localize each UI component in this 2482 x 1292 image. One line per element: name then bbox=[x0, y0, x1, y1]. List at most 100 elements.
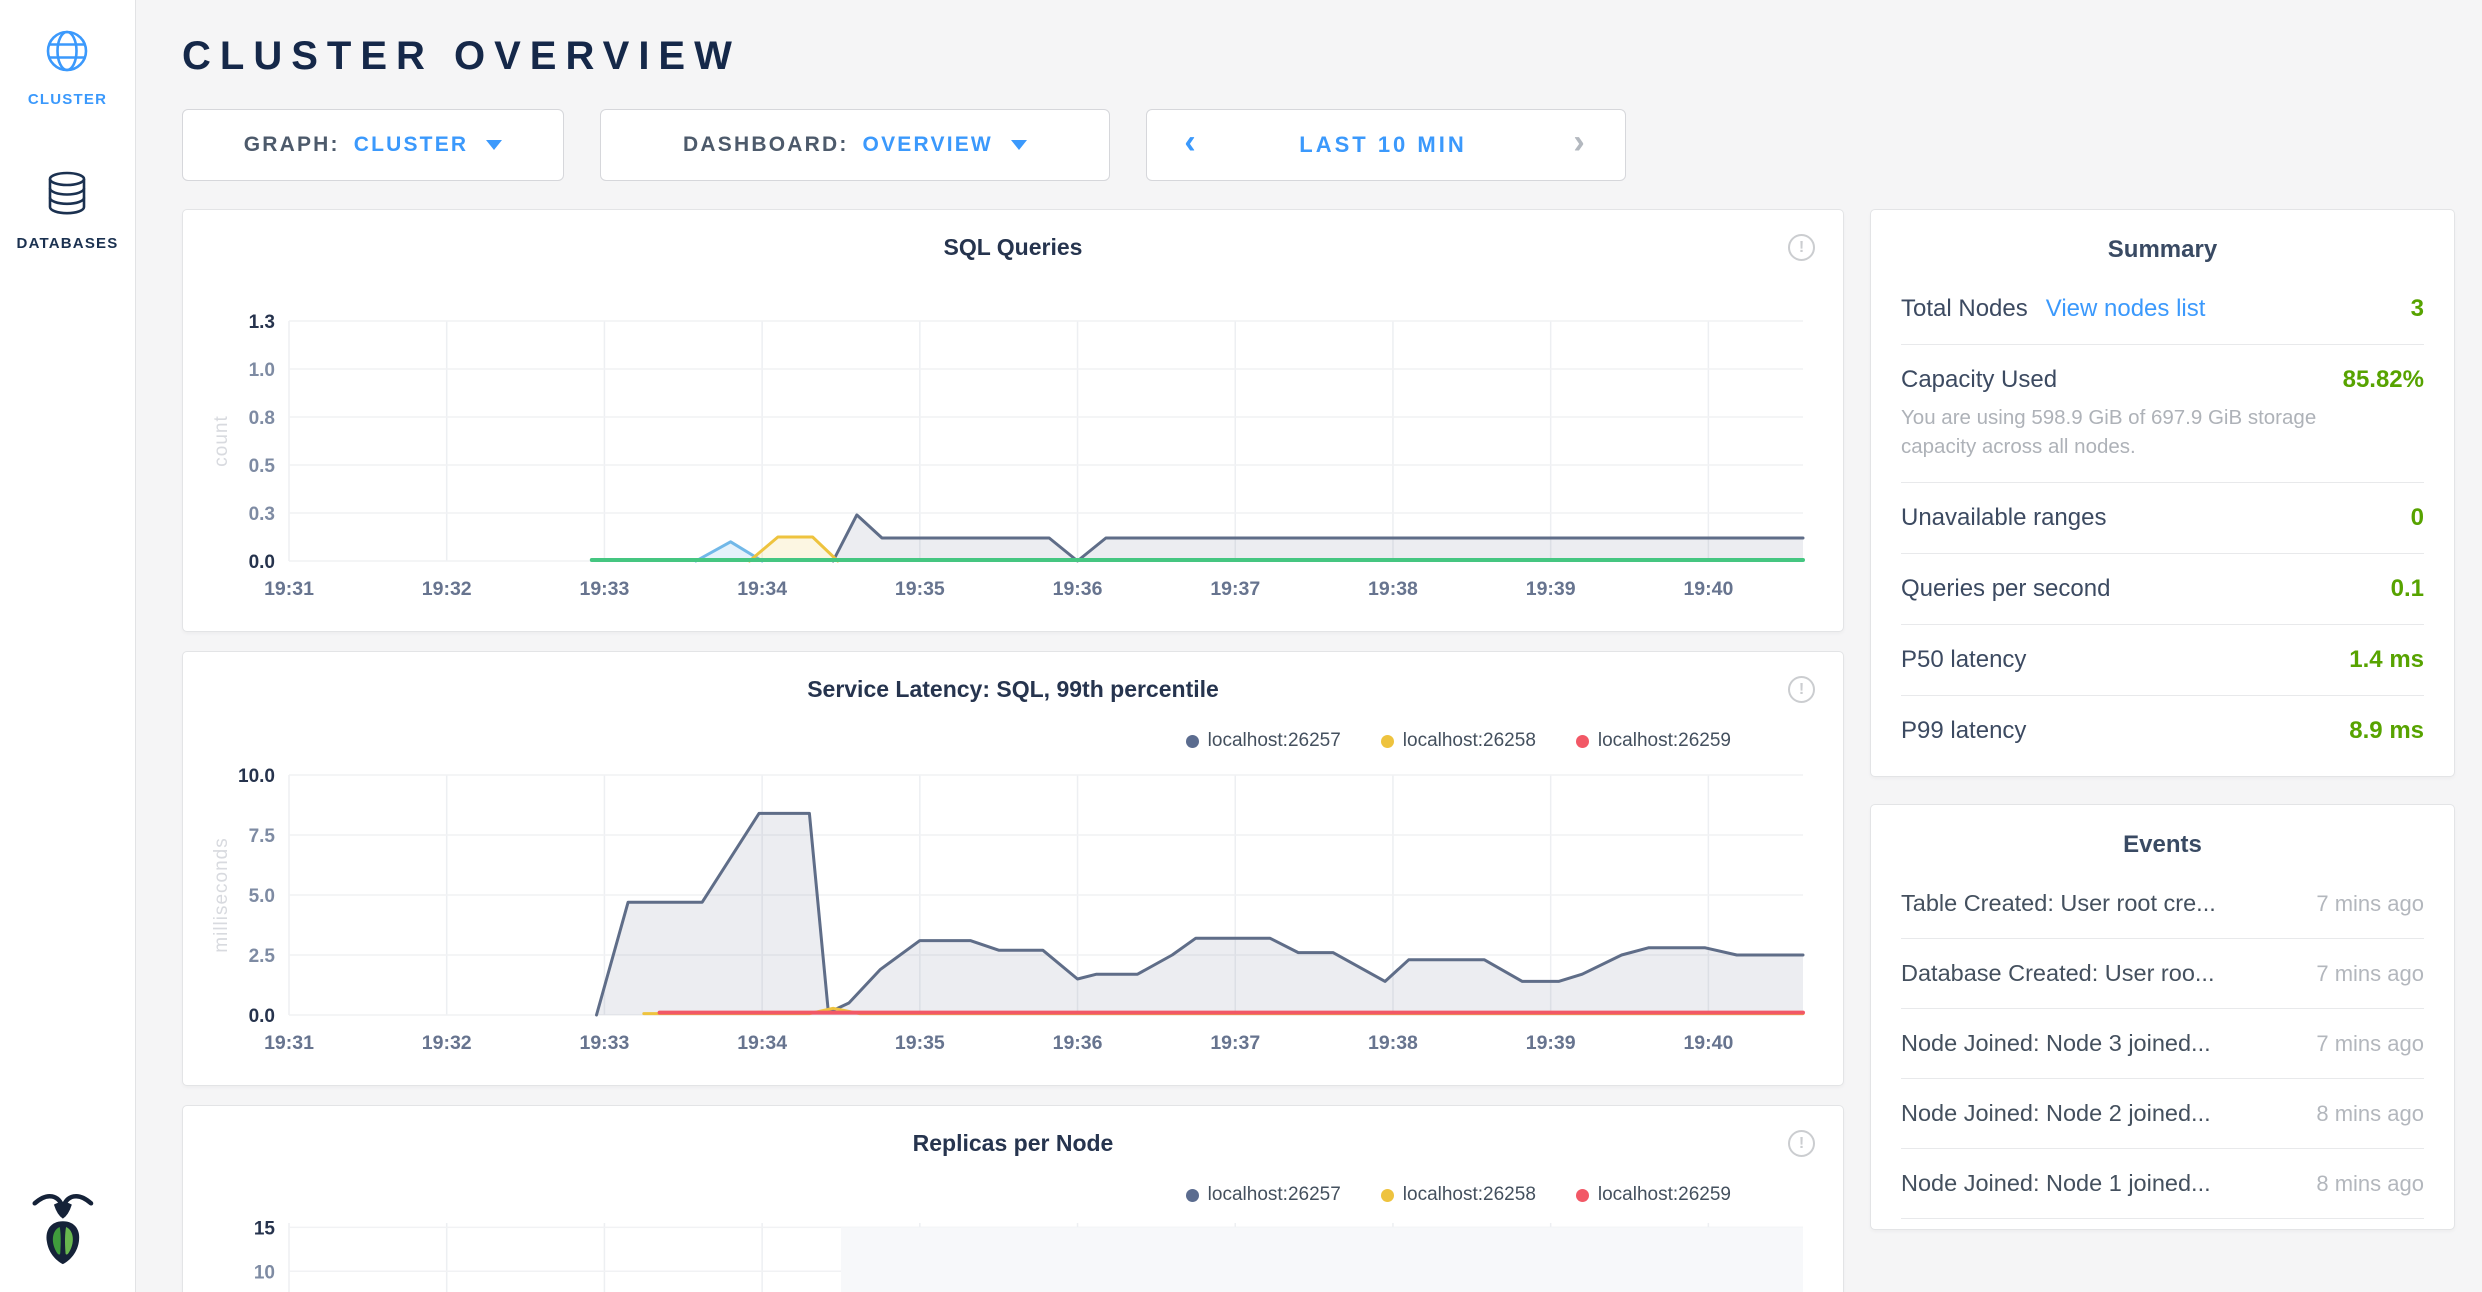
legend-item: localhost:26259 bbox=[1576, 1184, 1731, 1206]
legend-dot-icon bbox=[1381, 1189, 1394, 1202]
svg-text:1.0: 1.0 bbox=[249, 360, 275, 381]
legend-item: localhost:26258 bbox=[1381, 1184, 1536, 1206]
time-range-button[interactable]: LAST 10 MIN bbox=[1233, 110, 1533, 180]
svg-text:2.5: 2.5 bbox=[249, 946, 276, 967]
summary-row-value: 85.82% bbox=[2343, 366, 2424, 394]
sidebar-item-label: CLUSTER bbox=[28, 91, 107, 108]
svg-text:19:38: 19:38 bbox=[1368, 578, 1418, 600]
service-latency-chart[interactable]: 0.02.55.07.510.019:3119:3219:3319:3419:3… bbox=[211, 765, 1816, 1065]
svg-text:count: count bbox=[211, 415, 232, 466]
svg-text:7.5: 7.5 bbox=[249, 826, 276, 847]
svg-text:5.0: 5.0 bbox=[249, 886, 275, 907]
view-nodes-link[interactable]: View nodes list bbox=[2046, 295, 2206, 323]
svg-text:19:34: 19:34 bbox=[737, 578, 787, 600]
svg-text:1.3: 1.3 bbox=[249, 312, 275, 333]
svg-text:19:39: 19:39 bbox=[1526, 578, 1576, 600]
svg-text:19:31: 19:31 bbox=[264, 1032, 314, 1054]
chart-legend: localhost:26257 localhost:26258 localhos… bbox=[211, 729, 1731, 753]
legend-dot-icon bbox=[1186, 1189, 1199, 1202]
event-text: Node Joined: Node 1 joined... bbox=[1901, 1170, 2211, 1197]
summary-row-label: Unavailable ranges bbox=[1901, 504, 2106, 532]
info-icon[interactable]: ! bbox=[1788, 676, 1815, 703]
svg-text:19:33: 19:33 bbox=[579, 578, 629, 600]
svg-text:10.0: 10.0 bbox=[238, 766, 275, 787]
svg-text:19:35: 19:35 bbox=[895, 578, 945, 600]
chart-title: SQL Queries bbox=[211, 234, 1815, 261]
legend-item: localhost:26257 bbox=[1186, 1184, 1341, 1206]
chart-title: Service Latency: SQL, 99th percentile bbox=[211, 676, 1815, 703]
summary-row: Capacity Used 85.82% You are using 598.9… bbox=[1901, 345, 2424, 483]
chart-legend: localhost:26257 localhost:26258 localhos… bbox=[211, 1183, 1731, 1207]
event-row: Node Joined: Node 2 joined... 8 mins ago bbox=[1901, 1079, 2424, 1149]
summary-row: Unavailable ranges 0 bbox=[1901, 483, 2424, 554]
legend-dot-icon bbox=[1381, 735, 1394, 748]
summary-row-value: 0 bbox=[2411, 504, 2424, 532]
summary-row-label: Capacity Used bbox=[1901, 366, 2057, 394]
service-latency-chart-card: Service Latency: SQL, 99th percentile ! … bbox=[182, 651, 1844, 1086]
svg-text:19:39: 19:39 bbox=[1526, 1032, 1576, 1054]
legend-dot-icon bbox=[1576, 735, 1589, 748]
svg-text:milliseconds: milliseconds bbox=[211, 837, 232, 952]
database-icon bbox=[44, 170, 90, 223]
graph-dropdown[interactable]: GRAPH: CLUSTER bbox=[182, 109, 564, 181]
summary-row-label: P50 latency bbox=[1901, 646, 2026, 674]
event-row: Database Created: User roo... 7 mins ago bbox=[1901, 939, 2424, 1009]
event-time: 7 mins ago bbox=[2296, 961, 2424, 987]
time-prev-button[interactable]: ‹ bbox=[1147, 110, 1233, 180]
info-icon[interactable]: ! bbox=[1788, 234, 1815, 261]
sql-queries-chart[interactable]: 0.00.30.50.81.01.319:3119:3219:3319:3419… bbox=[211, 311, 1816, 611]
sidebar-item-databases[interactable]: DATABASES bbox=[17, 170, 119, 252]
chevron-down-icon bbox=[1011, 140, 1027, 150]
event-time: 8 mins ago bbox=[2296, 1101, 2424, 1127]
svg-text:19:32: 19:32 bbox=[422, 1032, 472, 1054]
svg-text:0.0: 0.0 bbox=[249, 552, 275, 573]
svg-text:19:36: 19:36 bbox=[1053, 1032, 1103, 1054]
event-time: 8 mins ago bbox=[2296, 1171, 2424, 1197]
events-title: Events bbox=[1901, 831, 2424, 859]
sql-queries-chart-card: SQL Queries ! 0.00.30.50.81.01.319:3119:… bbox=[182, 209, 1844, 632]
time-next-button[interactable]: › bbox=[1533, 110, 1625, 180]
side-column: Summary Total Nodes View nodes list 3 bbox=[1870, 209, 2455, 1230]
summary-row: Total Nodes View nodes list 3 bbox=[1901, 274, 2424, 345]
event-row: Node Joined: Node 1 joined... 8 mins ago bbox=[1901, 1149, 2424, 1219]
svg-text:19:38: 19:38 bbox=[1368, 1032, 1418, 1054]
chart-title: Replicas per Node bbox=[211, 1130, 1815, 1157]
replicas-per-node-chart[interactable]: 05101519:3119:3219:3319:3419:3519:3619:3… bbox=[211, 1219, 1816, 1292]
svg-text:0.3: 0.3 bbox=[249, 504, 275, 525]
svg-text:19:35: 19:35 bbox=[895, 1032, 945, 1054]
sidebar-item-cluster[interactable]: CLUSTER bbox=[28, 28, 107, 108]
summary-card: Summary Total Nodes View nodes list 3 bbox=[1870, 209, 2455, 777]
charts-column: SQL Queries ! 0.0 0.3 0.5 0.8 1.0 1.3 19:31 19:… bbox=[182, 209, 1844, 1292]
event-text: Table Created: User root cre... bbox=[1901, 890, 2216, 917]
summary-row-value: 1.4 ms bbox=[2349, 646, 2424, 674]
graph-dropdown-value: CLUSTER bbox=[354, 133, 469, 157]
svg-text:0.8: 0.8 bbox=[249, 408, 275, 429]
svg-text:19:37: 19:37 bbox=[1210, 578, 1260, 600]
svg-text:10: 10 bbox=[254, 1262, 275, 1283]
cockroachdb-logo-icon bbox=[30, 1181, 94, 1278]
dashboard-dropdown[interactable]: DASHBOARD: OVERVIEW bbox=[600, 109, 1110, 181]
event-row: Node Joined: Node 3 joined... 7 mins ago bbox=[1901, 1009, 2424, 1079]
legend-dot-icon bbox=[1576, 1189, 1589, 1202]
svg-text:0.5: 0.5 bbox=[249, 456, 276, 477]
info-icon[interactable]: ! bbox=[1788, 1130, 1815, 1157]
legend-item: localhost:26257 bbox=[1186, 730, 1341, 752]
svg-text:19:34: 19:34 bbox=[737, 1032, 787, 1054]
legend-item: localhost:26259 bbox=[1576, 730, 1731, 752]
svg-text:19:40: 19:40 bbox=[1683, 1032, 1733, 1054]
summary-row: Queries per second 0.1 bbox=[1901, 554, 2424, 625]
globe-icon bbox=[44, 28, 90, 79]
event-row: Table Created: User root cre... 7 mins a… bbox=[1901, 869, 2424, 939]
page-title: CLUSTER OVERVIEW bbox=[182, 34, 2455, 79]
event-time: 7 mins ago bbox=[2296, 891, 2424, 917]
graph-dropdown-label: GRAPH: bbox=[244, 133, 340, 157]
event-text: Database Created: User roo... bbox=[1901, 960, 2215, 987]
content-area: SQL Queries ! 0.0 0.3 0.5 0.8 1.0 1.3 19:31 19:… bbox=[182, 209, 2455, 1292]
dashboard-dropdown-value: OVERVIEW bbox=[863, 133, 993, 157]
svg-text:0.0: 0.0 bbox=[249, 1006, 275, 1027]
chevron-down-icon bbox=[486, 140, 502, 150]
svg-text:19:37: 19:37 bbox=[1210, 1032, 1260, 1054]
sidebar: CLUSTER DATABASES bbox=[0, 0, 136, 1292]
app-root: CLUSTER DATABASES bbox=[0, 0, 2482, 1292]
summary-row: P50 latency 1.4 ms bbox=[1901, 625, 2424, 696]
